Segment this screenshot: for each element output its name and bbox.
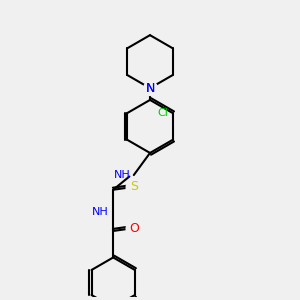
Text: O: O [129, 221, 139, 235]
Text: NH: NH [92, 207, 109, 217]
Text: N: N [145, 82, 155, 95]
Text: Cl: Cl [158, 108, 169, 118]
Text: S: S [130, 180, 138, 193]
Text: NH: NH [114, 170, 131, 180]
Text: N: N [145, 82, 155, 95]
